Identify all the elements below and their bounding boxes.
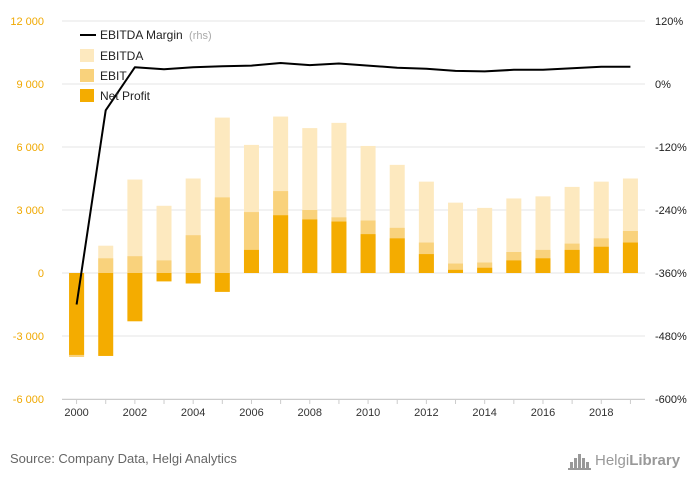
x-tick-label: 2006 [239,407,263,419]
bar-net-profit [535,258,551,273]
bar-net-profit [98,273,114,356]
x-tick-label: 2018 [589,407,613,419]
left-tick-label: 0 [38,268,44,280]
left-tick-label: 12 000 [10,16,44,28]
ebitda-margin-line [75,62,631,305]
x-tick-label: 2016 [531,407,555,419]
left-tick-label: 9 000 [16,79,44,91]
logo-text-part1: Helgi [595,452,629,469]
bar-ebit [448,263,464,273]
bar-net-profit [389,238,405,273]
legend-label-ebitda-margin-suffix: (rhs) [189,30,212,42]
right-tick-label: -360% [655,268,687,280]
helgi-library-logo: HelgiLibrary [568,452,681,470]
right-tick-label: -480% [655,331,687,343]
bar-ebitda [156,205,172,273]
x-tick-label: 2010 [356,407,380,419]
bar-ebit [185,235,201,273]
bar-ebitda [127,179,143,273]
bar-net-profit [506,260,522,273]
legend-label-ebitda-margin-text: EBITDA Margin [100,28,183,42]
bar-net-profit [185,273,201,284]
bar-net-profit [360,234,376,273]
bar-net-profit [243,249,259,273]
left-tick-label: -6 000 [13,394,44,406]
left-tick-label: 6 000 [16,142,44,154]
logo-text-part2: Library [629,452,681,469]
ebitda-margin-line-group [75,62,631,305]
right-tick-label: -120% [655,142,687,154]
logo-mark-icon [568,454,591,470]
bar-ebitda [477,207,493,273]
source-note: Source: Company Data, Helgi Analytics [10,451,237,466]
bar-net-profit [127,273,143,322]
x-tick-label: 2000 [64,407,88,419]
legend: EBITDA Margin (rhs) EBITDA EBIT Net Prof… [80,28,212,103]
bar-ebit [156,260,172,273]
right-axis: 120% 0% -120% -240% -360% -480% -600% [655,16,687,406]
bar-net-profit [564,249,580,273]
legend-swatch-ebit [80,69,94,82]
logo-text-helgi: HelgiLibrary [595,452,681,469]
x-tick-label: 2008 [298,407,322,419]
bar-ebit [214,197,230,273]
left-tick-label: 3 000 [16,205,44,217]
x-tick-label: 2004 [181,407,205,419]
right-tick-label: -600% [655,394,687,406]
left-tick-label: -3 000 [13,331,44,343]
bar-net-profit [448,269,464,273]
bar-net-profit [477,267,493,273]
bar-net-profit [593,246,609,273]
legend-swatch-ebitda [80,49,94,62]
x-tick-label: 2012 [414,407,438,419]
legend-label-ebit: EBIT [100,69,127,83]
bar-net-profit [214,273,230,292]
bar-net-profit [418,254,434,273]
right-tick-label: -240% [655,205,687,217]
bar-ebitda [448,202,464,273]
left-axis: 12 000 9 000 6 000 3 000 0 -3 000 -6 000 [10,16,44,406]
legend-label-ebitda: EBITDA [100,49,143,63]
grid-lines [62,20,645,400]
bar-net-profit [156,273,172,282]
bar-net-profit [622,242,638,273]
right-tick-label: 120% [655,16,683,28]
right-tick-label: 0% [655,79,671,91]
bar-net-profit [273,215,289,273]
bar-net-profit [331,221,347,273]
x-axis: 2000 2002 2004 2006 2008 2010 2012 2014 2016 2018 [62,399,645,419]
legend-swatch-net-profit [80,89,94,102]
x-tick-label: 2014 [472,407,496,419]
bars [69,116,638,357]
bar-ebit [127,256,143,273]
legend-label-net-profit: Net Profit [100,89,151,103]
legend-label-ebitda-margin: EBITDA Margin (rhs) [100,28,212,42]
bar-ebit [98,258,114,273]
bar-net-profit [69,273,85,355]
bar-net-profit [302,219,318,273]
x-tick-label: 2002 [123,407,147,419]
